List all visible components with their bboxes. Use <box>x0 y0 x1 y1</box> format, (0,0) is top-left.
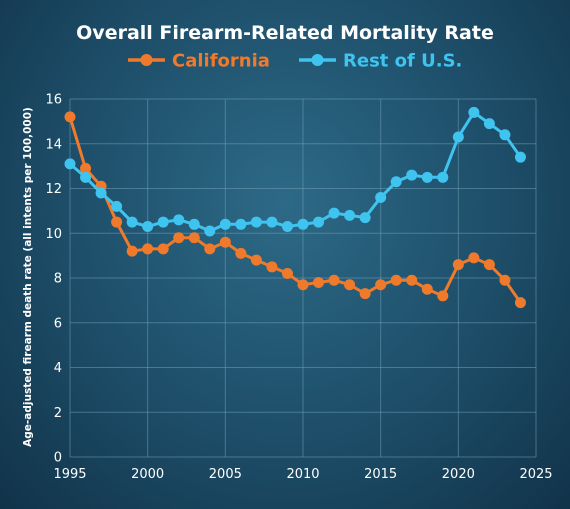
data-point-california-2017 <box>406 274 418 286</box>
data-point-rest-of-u-s-2016 <box>390 176 402 188</box>
legend-swatch-marker-california <box>140 54 153 66</box>
data-point-rest-of-u-s-2019 <box>437 171 449 183</box>
data-point-california-2001 <box>157 243 169 255</box>
data-point-california-2006 <box>235 247 247 259</box>
data-point-california-2005 <box>219 236 231 248</box>
data-point-california-2009 <box>281 268 293 280</box>
data-point-rest-of-u-s-2002 <box>173 214 185 226</box>
data-point-rest-of-u-s-2001 <box>157 216 169 228</box>
legend-swatch-marker-rest-of-us <box>311 54 324 66</box>
legend-item-california: California <box>128 51 270 72</box>
data-point-rest-of-u-s-2020 <box>452 131 464 143</box>
data-point-california-2012 <box>328 274 340 286</box>
series-california <box>64 111 526 309</box>
x-tick-label-2015: 2015 <box>364 467 397 482</box>
data-point-california-2003 <box>188 232 200 244</box>
y-tick-label-2: 2 <box>54 406 62 421</box>
data-point-rest-of-u-s-2018 <box>421 171 433 183</box>
data-point-california-2024 <box>514 297 526 309</box>
data-point-rest-of-u-s-2007 <box>250 216 262 228</box>
y-tick-label-16: 16 <box>45 93 62 108</box>
data-point-rest-of-u-s-2022 <box>483 118 495 130</box>
data-point-california-2011 <box>313 276 325 288</box>
data-point-rest-of-u-s-2005 <box>219 218 231 230</box>
data-point-california-2013 <box>344 279 356 291</box>
data-point-california-2015 <box>375 279 387 291</box>
data-point-rest-of-u-s-1995 <box>64 158 76 170</box>
series-line-rest-of-u-s <box>69 110 522 233</box>
y-tick-label-12: 12 <box>45 182 62 197</box>
data-point-california-1998 <box>111 216 123 228</box>
data-point-rest-of-u-s-1997 <box>95 187 107 199</box>
data-point-rest-of-u-s-2004 <box>204 225 216 237</box>
data-point-rest-of-u-s-2012 <box>328 207 340 219</box>
series-rest-of-u-s <box>64 106 526 237</box>
data-point-rest-of-u-s-2014 <box>359 212 371 224</box>
y-axis-label: Age-adjusted firearm death rate (all int… <box>22 107 34 447</box>
data-point-california-2020 <box>452 259 464 271</box>
x-tick-label-2010: 2010 <box>286 467 319 482</box>
data-point-california-2007 <box>250 254 262 266</box>
data-point-california-2023 <box>499 274 511 286</box>
data-point-california-1996 <box>80 162 92 174</box>
x-tick-label-2005: 2005 <box>209 467 242 482</box>
data-point-rest-of-u-s-2008 <box>266 216 278 228</box>
data-point-california-1999 <box>126 245 138 257</box>
gridlines <box>69 98 537 458</box>
y-tick-label-8: 8 <box>54 272 62 287</box>
data-point-california-1995 <box>64 111 76 123</box>
x-tick-label-1995: 1995 <box>53 467 86 482</box>
data-point-rest-of-u-s-2003 <box>188 218 200 230</box>
chart-title: Overall Firearm-Related Mortality Rate <box>76 22 494 44</box>
data-point-california-2016 <box>390 274 402 286</box>
legend-label-california: California <box>172 51 270 72</box>
y-tick-label-10: 10 <box>45 227 62 242</box>
x-tick-label-2025: 2025 <box>519 467 552 482</box>
series-layer <box>64 106 526 309</box>
y-axis-ticks: 0 2 4 6 8 10 12 14 16 <box>45 93 62 466</box>
legend-label-rest-of-us: Rest of U.S. <box>343 51 462 72</box>
x-axis-ticks: 1995 2000 2005 2010 2015 2020 2025 <box>53 467 552 482</box>
data-point-california-2000 <box>142 243 154 255</box>
legend-item-rest-of-us: Rest of U.S. <box>299 51 462 72</box>
data-point-rest-of-u-s-2011 <box>313 216 325 228</box>
y-tick-label-14: 14 <box>45 137 62 152</box>
data-point-california-2010 <box>297 279 309 291</box>
y-tick-label-6: 6 <box>54 316 62 331</box>
data-point-rest-of-u-s-2021 <box>468 106 480 118</box>
data-point-california-2008 <box>266 261 278 273</box>
data-point-rest-of-u-s-1996 <box>80 171 92 183</box>
data-point-rest-of-u-s-2015 <box>375 191 387 203</box>
data-point-rest-of-u-s-2023 <box>499 129 511 141</box>
y-tick-label-4: 4 <box>54 361 62 376</box>
data-point-rest-of-u-s-2006 <box>235 218 247 230</box>
legend: California Rest of U.S. <box>128 51 462 72</box>
data-point-rest-of-u-s-2024 <box>514 151 526 163</box>
y-tick-label-0: 0 <box>54 451 62 466</box>
data-point-rest-of-u-s-2009 <box>281 221 293 233</box>
data-point-california-2004 <box>204 243 216 255</box>
data-point-rest-of-u-s-2013 <box>344 209 356 221</box>
data-point-california-2019 <box>437 290 449 302</box>
data-point-california-2018 <box>421 283 433 295</box>
data-point-rest-of-u-s-1999 <box>126 216 138 228</box>
data-point-rest-of-u-s-2000 <box>142 221 154 233</box>
data-point-rest-of-u-s-2017 <box>406 169 418 181</box>
data-point-california-2002 <box>173 232 185 244</box>
data-point-california-2022 <box>483 259 495 271</box>
x-tick-label-2000: 2000 <box>131 467 164 482</box>
data-point-rest-of-u-s-1998 <box>111 200 123 212</box>
data-point-california-2014 <box>359 288 371 300</box>
data-point-rest-of-u-s-2010 <box>297 218 309 230</box>
series-line-california <box>68 116 522 304</box>
data-point-california-2021 <box>468 252 480 264</box>
x-tick-label-2020: 2020 <box>442 467 475 482</box>
